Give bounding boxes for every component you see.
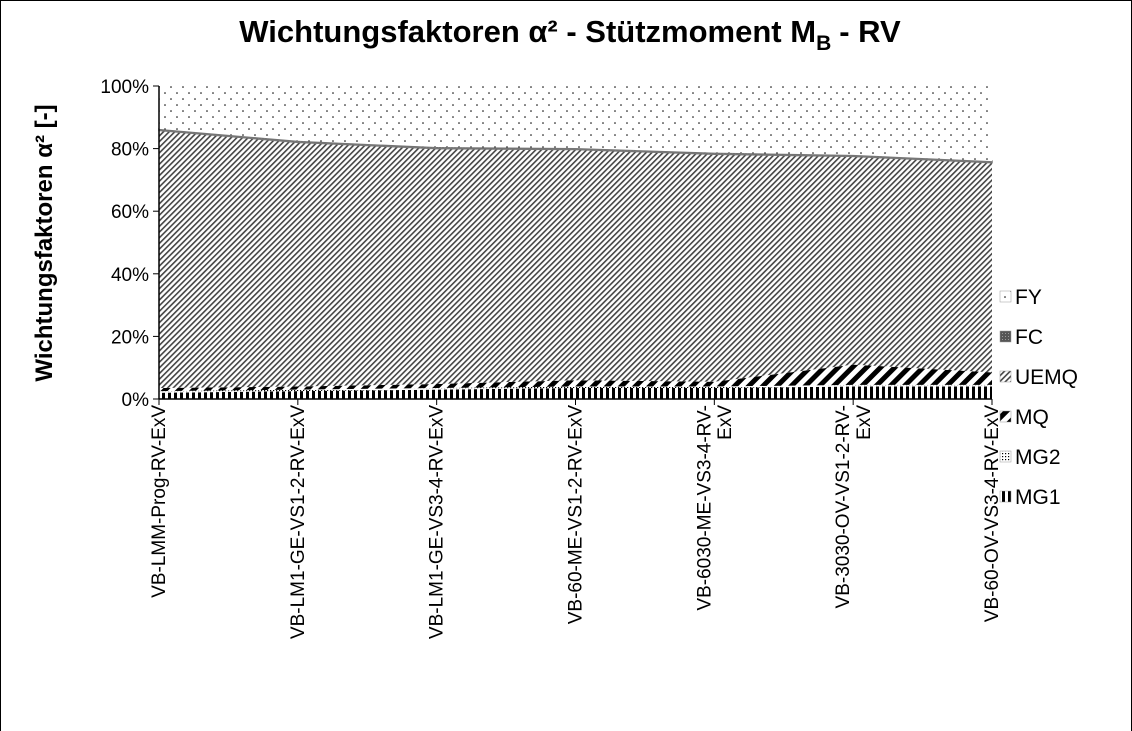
- legend-label: MG2: [1015, 446, 1061, 469]
- legend-label: UEMQ: [1015, 366, 1078, 389]
- x-tick-label: VB-60-ME-VS1-2-RV-ExV: [566, 405, 587, 625]
- chart-title: Wichtungsfaktoren α² - Stützmoment MB - R…: [239, 14, 901, 55]
- legend-swatch: [999, 490, 1012, 503]
- area: [159, 386, 992, 399]
- area: [158, 128, 993, 164]
- legend-label: FC: [1015, 326, 1043, 349]
- y-tick-label: 80%: [111, 140, 149, 161]
- legend-swatch: [999, 290, 1012, 303]
- area: [159, 86, 992, 162]
- legend-swatch: [999, 330, 1012, 343]
- x-tick-label: VB-60-OV-VS3-4-RV-ExV: [982, 405, 1003, 623]
- y-tick-label: 60%: [111, 202, 149, 223]
- legend-label: MQ: [1015, 406, 1049, 429]
- area: [159, 364, 992, 392]
- x-tick-label: VB-3030-OV-VS1-2-RV-ExV: [833, 405, 875, 609]
- x-tick-label: VB-LMM-Prog-RV-ExV: [149, 405, 170, 598]
- legend-label: FY: [1015, 286, 1042, 309]
- y-tick-label: 20%: [111, 327, 149, 348]
- y-tick-label: 100%: [100, 77, 149, 98]
- area: [159, 384, 992, 393]
- x-tick-label: VB-LM1-GE-VS1-2-RV-ExV: [288, 405, 309, 639]
- y-tick-label: 0%: [122, 390, 150, 411]
- area: [159, 130, 992, 389]
- legend-swatch: [999, 370, 1012, 383]
- legend-swatch: [999, 410, 1012, 423]
- y-axis-label: Wichtungsfaktoren α² [-]: [31, 104, 58, 381]
- x-tick-label: VB-LM1-GE-VS3-4-RV-ExV: [427, 405, 448, 639]
- legend-label: MG1: [1015, 486, 1061, 509]
- legend-swatch: [999, 450, 1012, 463]
- y-tick-label: 40%: [111, 265, 149, 286]
- x-tick-label: VB-6030-ME-VS3-4-RV-ExV: [694, 405, 736, 611]
